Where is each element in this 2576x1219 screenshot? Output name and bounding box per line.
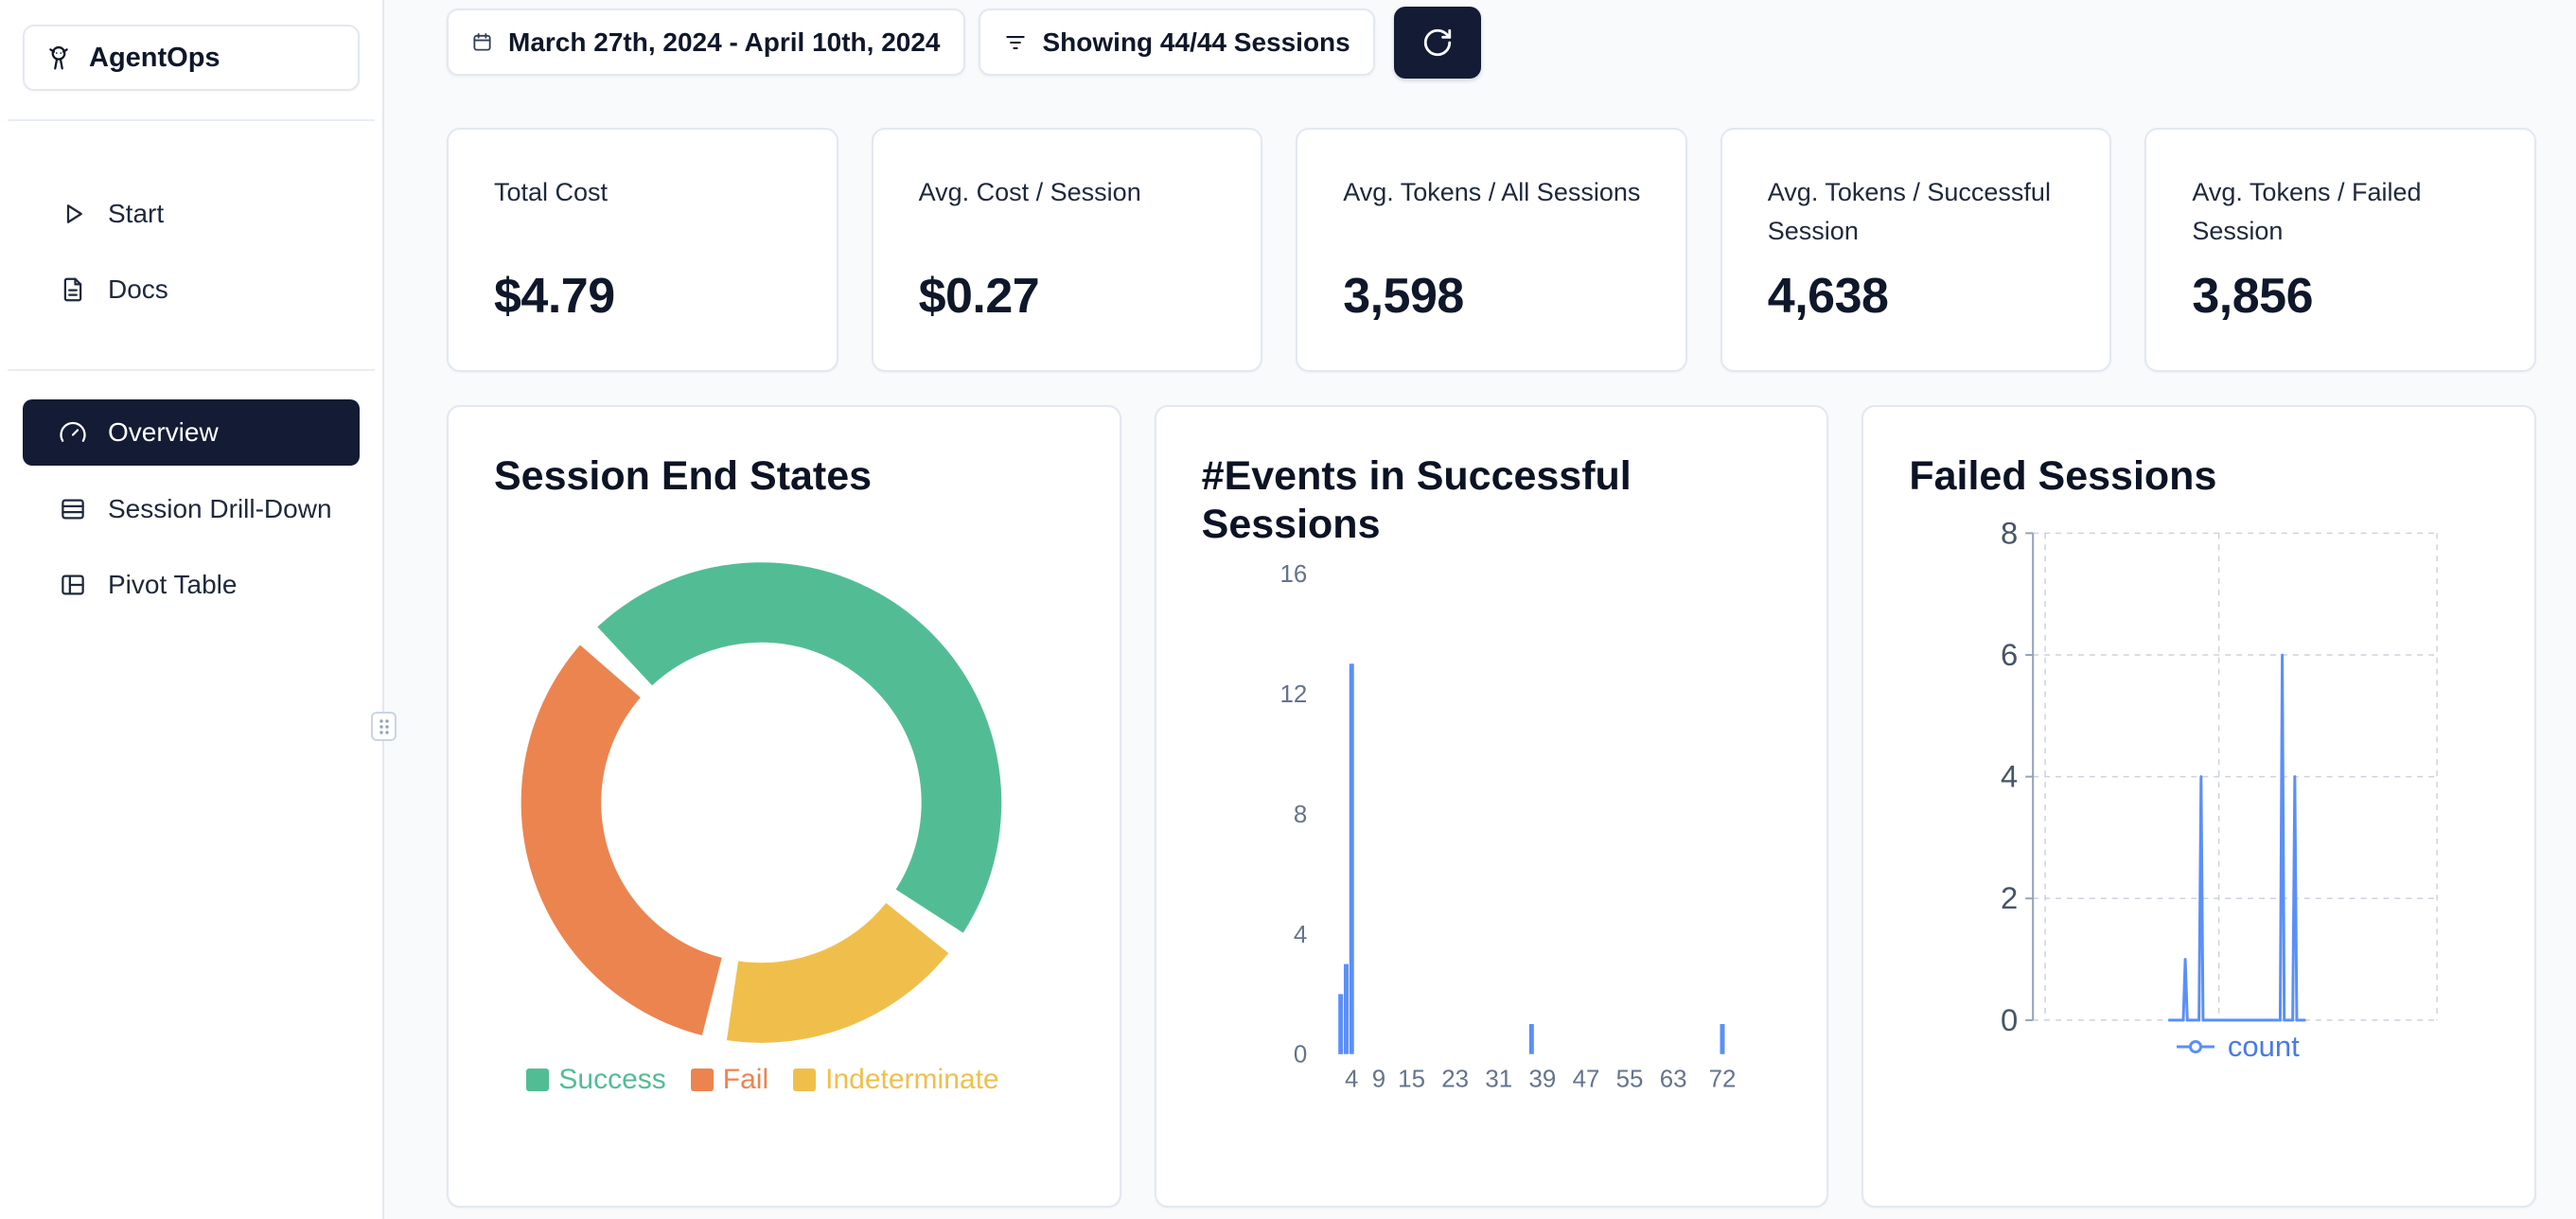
stat-value: 3,598 [1343,269,1464,324]
svg-text:55: 55 [1615,1067,1643,1093]
stat-label: Avg. Cost / Session [918,178,1141,206]
svg-text:63: 63 [1659,1067,1686,1093]
stat-label: Avg. Tokens / Failed Session [2192,178,2422,245]
columns-table-icon [62,574,84,595]
legend-label: Success [558,1064,666,1095]
fail-swatch [690,1069,714,1091]
date-range-label: March 27th, 2024 - April 10th, 2024 [508,26,941,57]
sessions-filter-button[interactable]: Showing 44/44 Sessions [978,9,1375,76]
stat-card-avg-cost: Avg. Cost / Session $0.27 [871,128,1263,372]
donut-legend: Success Fail Indeterminate [471,1064,1054,1096]
sidebar-resize-handle[interactable] [371,712,397,741]
events-histogram-card: 0 4 8 12 16 4 9 15 23 31 39 47 55 63 72 #Events in Suc… [1154,405,1829,1208]
session-end-states-card: Session End States Success Fail Indeterm… [447,405,1121,1208]
svg-text:0: 0 [2001,1002,2018,1037]
failed-sessions-chart: 0 2 4 6 8 [2001,515,2439,1037]
svg-text:23: 23 [1441,1067,1469,1093]
stat-label: Avg. Tokens / Successful Session [1767,178,2051,245]
charts-row: Session End States Success Fail Indeterm… [447,405,2537,1208]
svg-text:8: 8 [1294,802,1307,828]
sidebar-item-label: Pivot Table [108,570,238,599]
legend-item-success[interactable]: Success [526,1064,666,1096]
svg-text:16: 16 [1279,561,1307,588]
stat-card-total-cost: Total Cost $4.79 [447,128,838,372]
svg-text:47: 47 [1572,1067,1599,1093]
agentops-logo-icon [49,45,68,70]
sidebar-item-session-drilldown[interactable]: Session Drill-Down [0,471,382,547]
grip-dots-icon [379,718,389,734]
failed-sessions-card: 0 2 4 6 8 Failed Sessions count [1861,405,2537,1208]
svg-text:72: 72 [1708,1067,1736,1093]
sidebar-primary-nav: Start Docs [0,150,382,327]
count-legend[interactable]: count [2034,1030,2440,1064]
sidebar-item-overview[interactable]: Overview [23,399,360,466]
svg-text:9: 9 [1371,1067,1385,1093]
stat-value: 3,856 [2192,269,2314,324]
sidebar: AgentOps Start Docs [0,0,397,1219]
svg-text:4: 4 [2001,759,2018,794]
svg-text:39: 39 [1528,1067,1556,1093]
sidebar-divider [8,119,375,121]
sessions-filter-label: Showing 44/44 Sessions [1042,26,1350,57]
topbar: March 27th, 2024 - April 10th, 2024 Show… [447,7,2536,79]
refresh-icon [1423,28,1451,57]
svg-text:12: 12 [1279,681,1307,708]
stat-value: 4,638 [1767,269,1889,324]
stat-value: $0.27 [918,269,1040,324]
line-marker-icon [2176,1040,2214,1053]
svg-text:4: 4 [1294,922,1307,948]
svg-text:31: 31 [1485,1067,1512,1093]
legend-label: count [2227,1030,2300,1063]
play-icon [66,204,82,223]
chart-title: #Events in Successful Sessions [1201,453,1632,547]
svg-text:0: 0 [1294,1042,1307,1069]
sidebar-item-label: Start [108,199,165,228]
sidebar-item-docs[interactable]: Docs [0,252,382,327]
app-logo[interactable]: AgentOps [23,25,360,91]
calendar-icon [473,32,491,51]
chart-title: Session End States [494,453,873,499]
date-range-button[interactable]: March 27th, 2024 - April 10th, 2024 [447,9,965,76]
sidebar-item-label: Session Drill-Down [108,494,332,523]
main-content: March 27th, 2024 - April 10th, 2024 Show… [384,0,2576,1219]
stat-label: Total Cost [494,178,609,206]
document-icon [63,277,82,302]
stat-value: $4.79 [494,269,615,324]
legend-label: Indeterminate [825,1064,999,1095]
stat-card-avg-tokens-successful: Avg. Tokens / Successful Session 4,638 [1720,128,2112,372]
sidebar-item-label: Docs [108,274,168,304]
filter-icon [1005,35,1025,49]
sidebar-item-start[interactable]: Start [0,176,382,252]
legend-label: Fail [722,1064,769,1095]
list-rows-icon [62,499,84,520]
indeterminate-swatch [793,1069,817,1091]
stat-card-avg-tokens-failed: Avg. Tokens / Failed Session 3,856 [2144,128,2536,372]
gauge-icon [60,421,86,442]
svg-text:8: 8 [2001,515,2018,550]
sidebar-item-label: Overview [108,417,219,447]
svg-text:15: 15 [1398,1067,1425,1093]
stat-label: Avg. Tokens / All Sessions [1343,178,1641,206]
legend-item-indeterminate[interactable]: Indeterminate [793,1064,999,1096]
sidebar-divider [8,369,375,371]
app-title: AgentOps [89,42,221,73]
refresh-button[interactable] [1393,7,1481,79]
stats-row: Total Cost $4.79 Avg. Cost / Session $0.… [447,128,2536,372]
legend-item-fail[interactable]: Fail [690,1064,769,1096]
sidebar-main-nav: Overview Session Drill-Down Pivot Table [0,399,382,623]
session-end-states-chart [520,562,1002,1043]
success-swatch [526,1069,550,1091]
sidebar-item-pivot-table[interactable]: Pivot Table [0,547,382,623]
svg-text:2: 2 [2001,880,2018,915]
svg-text:4: 4 [1345,1067,1358,1093]
stat-card-avg-tokens-all: Avg. Tokens / All Sessions 3,598 [1296,128,1687,372]
svg-text:6: 6 [2001,637,2018,672]
chart-title: Failed Sessions [1909,453,2217,499]
